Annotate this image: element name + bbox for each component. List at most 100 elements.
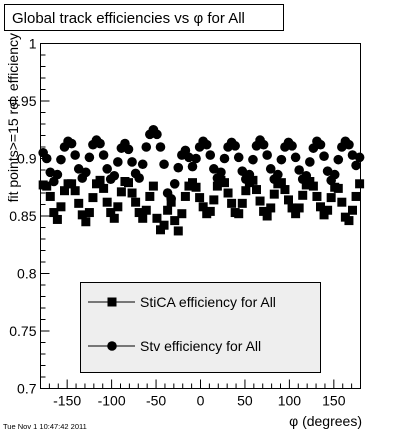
- stica-point: [355, 179, 365, 189]
- stica-point: [323, 205, 333, 215]
- stica-point: [113, 202, 123, 212]
- stica-point: [84, 208, 94, 218]
- stv-point: [216, 167, 226, 178]
- stica-point: [344, 216, 354, 226]
- stv-point: [333, 154, 344, 165]
- y-tick-label: 0.9: [17, 151, 37, 167]
- stv-point: [173, 162, 184, 173]
- stica-point: [159, 220, 169, 230]
- stv-point: [209, 164, 219, 174]
- stv-point: [137, 159, 148, 170]
- stv-point: [233, 152, 244, 163]
- stv-point: [276, 154, 287, 165]
- stica-point: [177, 209, 187, 219]
- title-box: [4, 4, 284, 31]
- stv-point: [262, 150, 272, 160]
- stica-point: [95, 175, 105, 185]
- stica-point: [173, 226, 183, 236]
- series-stv: [38, 124, 365, 204]
- stica-point: [124, 178, 133, 188]
- stv-point: [237, 166, 248, 176]
- stv-point: [258, 139, 269, 150]
- stica-point: [241, 186, 251, 196]
- stica-point: [127, 188, 137, 198]
- stv-point: [319, 151, 329, 161]
- x-tick-label: -100: [98, 393, 126, 409]
- stica-point: [269, 189, 279, 199]
- stica-point: [106, 208, 116, 218]
- stica-point: [60, 186, 69, 196]
- stica-point: [337, 197, 347, 207]
- stica-point: [319, 210, 329, 220]
- x-axis: -150 -100 -50 0 50 100 150: [40, 379, 361, 409]
- y-tick-label: 0.85: [9, 208, 36, 224]
- stica-point: [312, 191, 322, 201]
- stica-point: [209, 195, 219, 205]
- stv-point: [123, 144, 134, 155]
- stv-point: [95, 138, 105, 149]
- stica-point: [234, 209, 244, 219]
- stica-point: [308, 181, 318, 191]
- stica-point: [348, 205, 357, 215]
- y-tick-label: 0.7: [17, 381, 37, 397]
- stica-point: [102, 197, 112, 207]
- stica-point: [291, 209, 301, 219]
- stica-point: [163, 205, 173, 215]
- stica-point: [287, 203, 297, 213]
- stv-point: [52, 169, 63, 180]
- stv-point: [191, 153, 201, 164]
- stv-point: [56, 154, 66, 165]
- stv-point: [113, 157, 123, 167]
- stv-point: [141, 142, 152, 152]
- x-tick-label: -50: [146, 393, 166, 409]
- stica-point: [223, 188, 233, 198]
- stica-point: [99, 183, 109, 193]
- stica-point: [180, 191, 190, 201]
- stica-point: [266, 203, 276, 213]
- stv-point: [294, 165, 304, 175]
- stv-point: [201, 139, 212, 150]
- stica-point: [188, 178, 197, 188]
- stv-point: [329, 169, 340, 180]
- stica-point: [45, 191, 55, 201]
- stica-point: [255, 196, 265, 206]
- stv-point: [322, 166, 333, 176]
- stv-point: [187, 161, 198, 172]
- stica-point: [88, 193, 98, 203]
- stv-point: [159, 159, 169, 170]
- stica-point: [294, 203, 304, 213]
- timestamp-stamp: Tue Nov 1 10:47:42 2011: [3, 422, 87, 431]
- stv-point: [219, 153, 230, 164]
- stica-point: [298, 190, 308, 200]
- stica-point: [248, 175, 258, 185]
- stica-point: [42, 181, 52, 191]
- stica-point: [227, 198, 237, 208]
- stica-point: [148, 181, 158, 191]
- stv-point: [102, 164, 112, 174]
- stica-point: [195, 193, 205, 203]
- stica-point: [262, 211, 272, 221]
- stica-point: [212, 181, 222, 191]
- legend-label-stica: StiCA efficiency for All: [140, 294, 276, 310]
- y-tick-label: 0.95: [9, 93, 36, 109]
- stv-point: [287, 141, 297, 151]
- stica-point: [305, 177, 315, 186]
- stica-point: [333, 183, 343, 193]
- x-tick-label: 100: [278, 393, 302, 409]
- stv-point: [230, 141, 240, 151]
- stica-point: [81, 217, 91, 227]
- stv-point: [290, 152, 301, 163]
- stica-point: [205, 206, 215, 216]
- stica-point: [351, 191, 361, 201]
- stv-point: [152, 129, 162, 140]
- stv-point: [344, 139, 354, 150]
- stv-point: [127, 157, 137, 167]
- stv-point: [265, 164, 276, 174]
- stica-point: [252, 185, 261, 195]
- stv-point: [351, 160, 361, 171]
- stv-point: [315, 139, 326, 150]
- x-tick-label: 50: [237, 393, 253, 409]
- stica-point: [77, 210, 87, 220]
- stv-point: [109, 170, 120, 181]
- y-axis-title: fit points>=15 rel. efficiency: [5, 33, 21, 202]
